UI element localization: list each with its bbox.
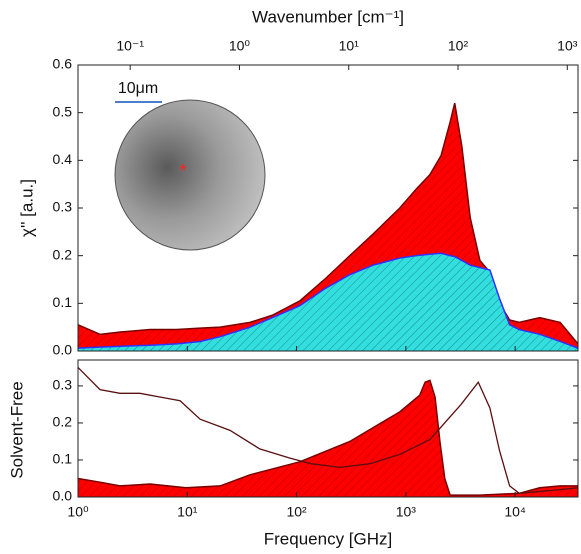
x-tick-label: 10⁰ [67, 504, 89, 520]
x2-tick-label: 10² [448, 38, 469, 54]
y-tick-label: 0.5 [53, 103, 73, 119]
inset: * 10μm [114, 80, 266, 251]
y-tick-label: 0.4 [53, 151, 73, 167]
area-edge [77, 252, 579, 349]
x-tick-label: 10⁴ [504, 504, 526, 520]
x2-tick-label: 10¹ [339, 38, 360, 54]
inset-marker: * [179, 161, 186, 181]
y-axis-title: Solvent-Free [7, 381, 26, 478]
plot-layer: 0.0 0.1 0.2 0.3 0.4 0.5 0.6 10⁻¹ 10⁰ 10¹ 10² 10³ 0.0… [53, 38, 579, 520]
area-edge [77, 379, 578, 496]
inset-image [114, 99, 266, 251]
x2-axis-title: Wavenumber [cm⁻¹] [252, 7, 404, 26]
x-axis-title: Frequency [GHz] [264, 529, 393, 548]
y-tick-label: 0.2 [53, 246, 73, 262]
y-tick-label: 0.1 [53, 294, 73, 310]
x2-tick-label: 10⁰ [229, 38, 251, 54]
area [78, 380, 578, 497]
x2-tick-label: 10⁻¹ [116, 38, 144, 54]
x-tick-label: 10³ [396, 504, 417, 520]
y-tick-label: 0.0 [53, 488, 73, 504]
x2-tick-label: 10³ [557, 38, 578, 54]
y-tick-label: 0.0 [53, 342, 73, 358]
y-tick-label: 0.3 [53, 199, 73, 215]
x-tick-label: 10¹ [177, 504, 198, 520]
y-tick-label: 0.1 [53, 451, 73, 467]
y-axis-title: χ'' [a.u.] [17, 179, 36, 237]
area [78, 253, 578, 351]
y-tick-label: 0.2 [53, 414, 73, 430]
y-tick-label: 0.6 [53, 56, 73, 72]
y-tick-label: 0.3 [53, 377, 73, 393]
plot-frame [77, 359, 579, 498]
scale-label: 10μm [118, 80, 158, 97]
x-tick-label: 10² [286, 504, 307, 520]
line [77, 366, 579, 494]
